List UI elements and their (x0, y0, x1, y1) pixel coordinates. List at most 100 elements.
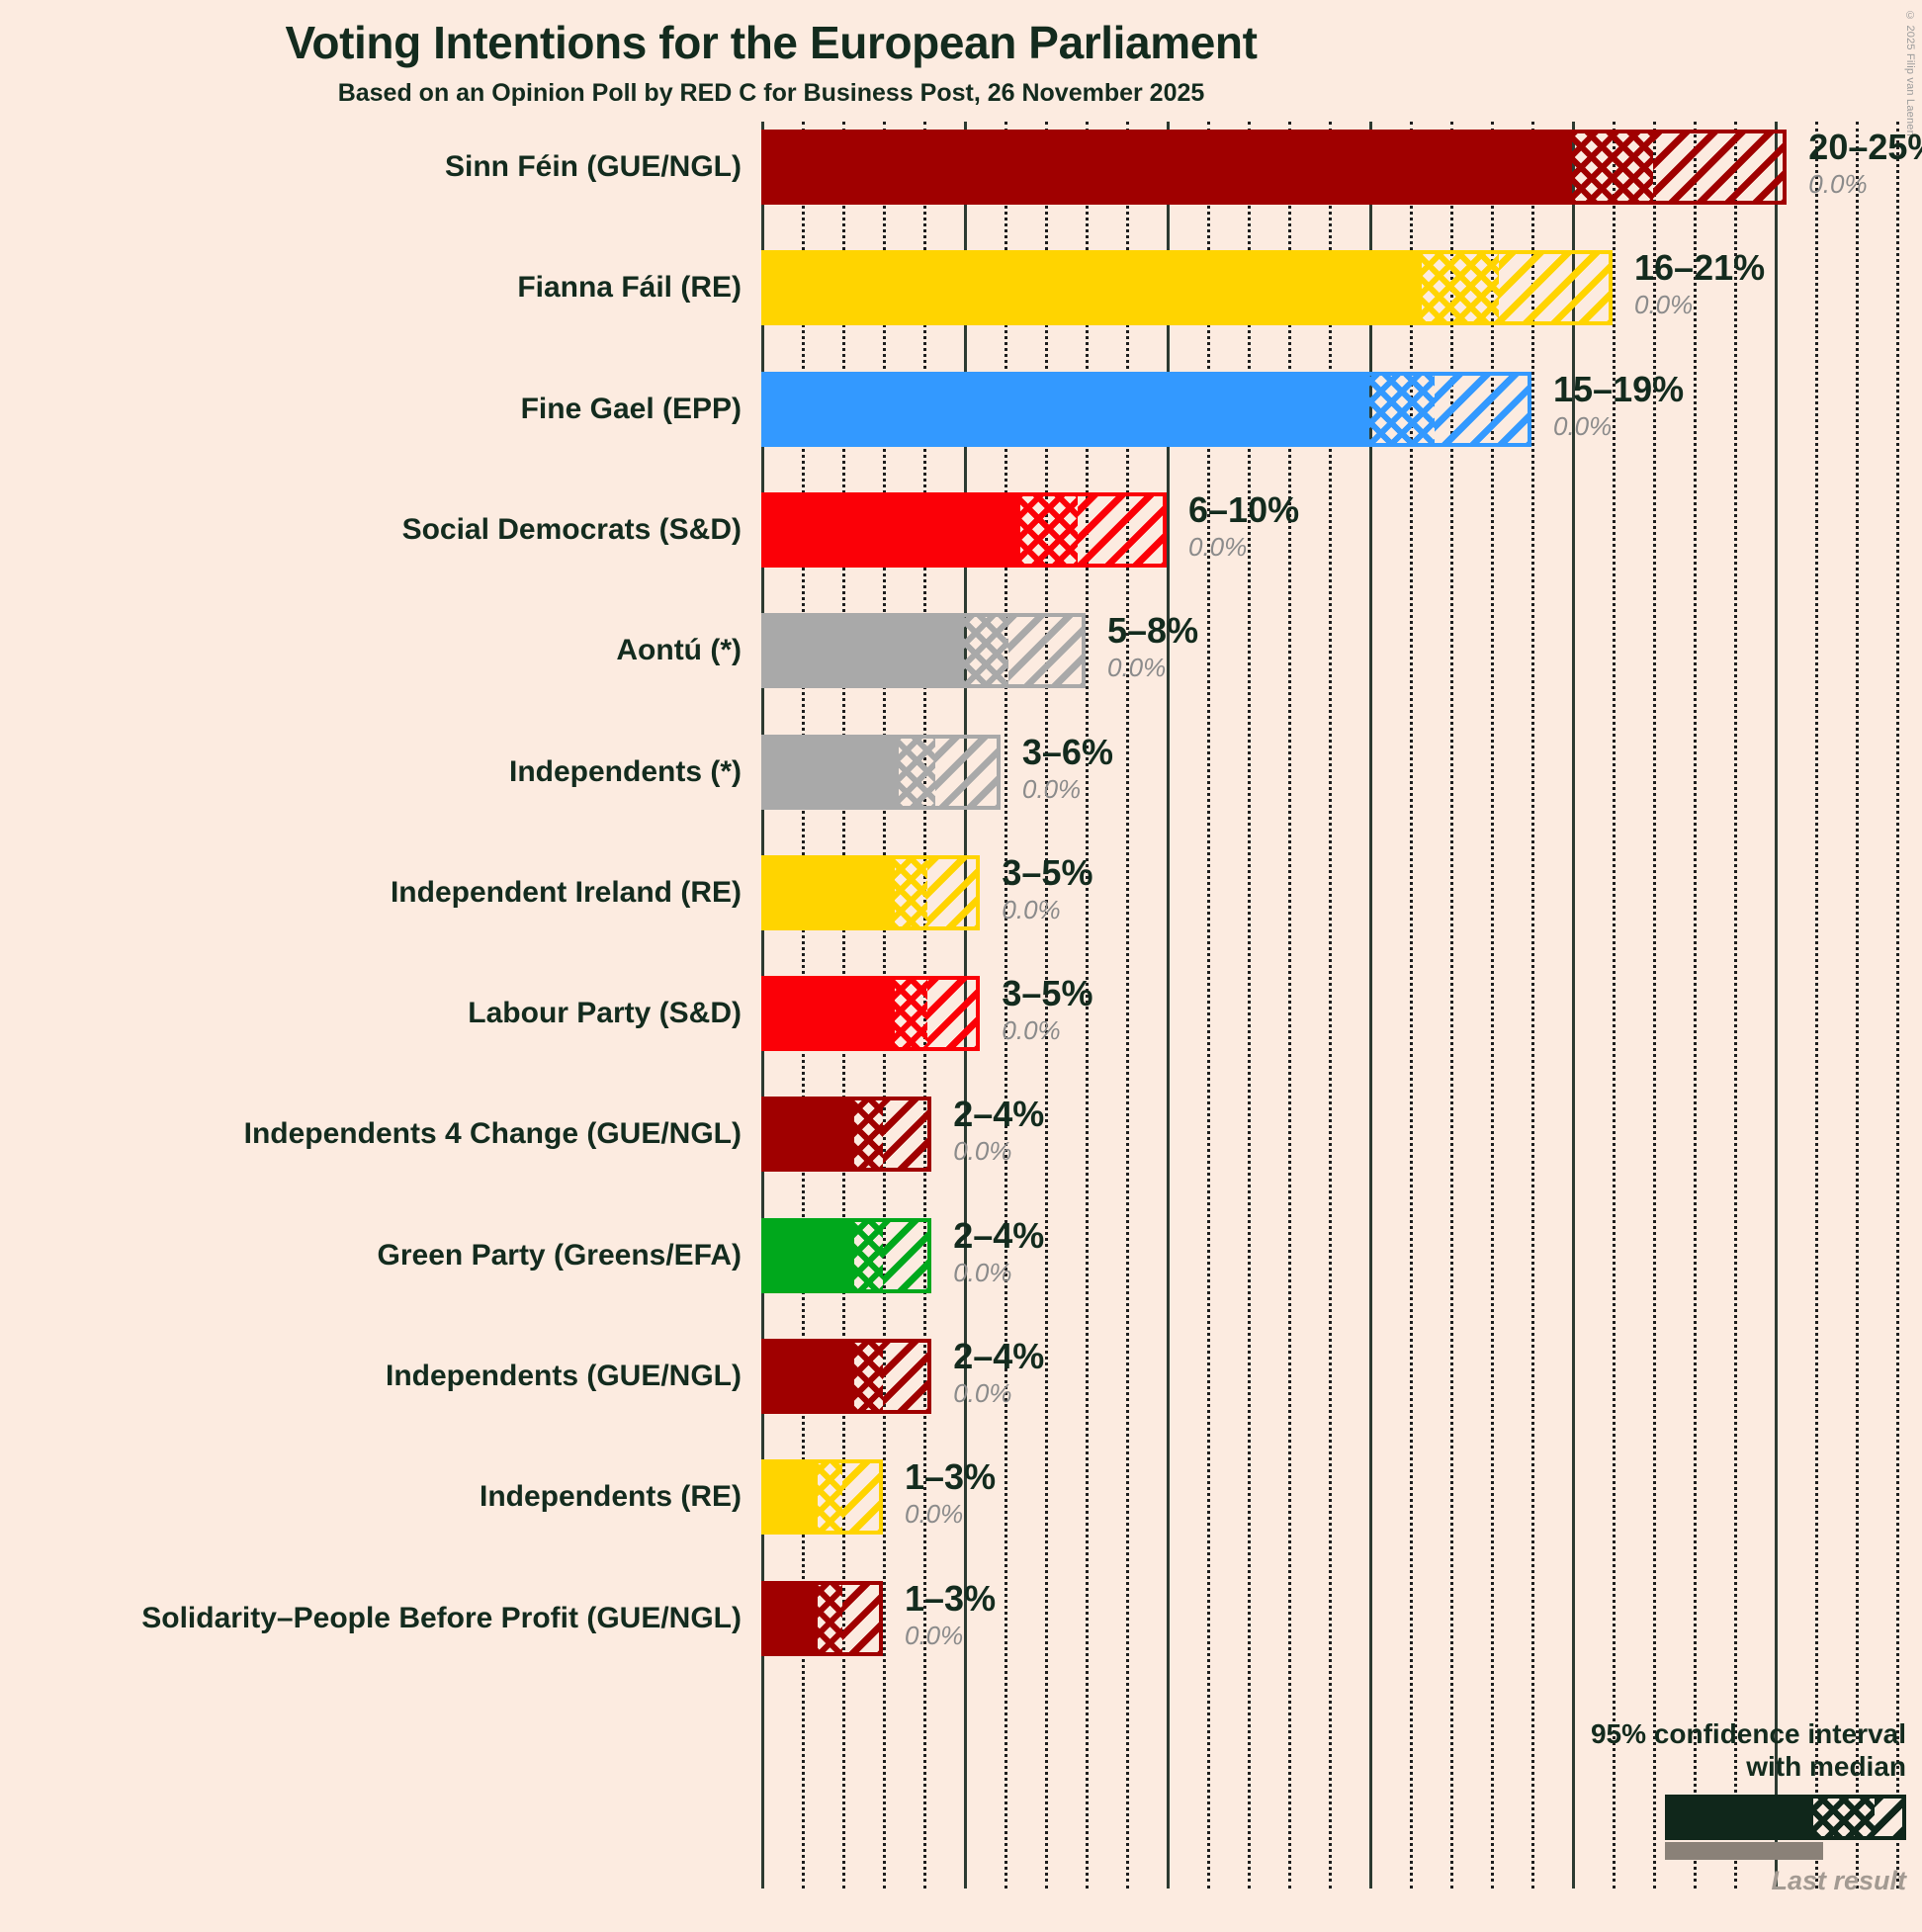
legend-interval-bar (1665, 1795, 1906, 1840)
value-labels: 6–10% 0.0% (1188, 488, 1300, 562)
bar-row: Social Democrats (S&D) 6–10% 0.0% (402, 488, 1922, 568)
gridline-minor-26 (1815, 122, 1818, 1888)
party-label: Independent Ireland (RE) (390, 875, 742, 909)
last-result-label: 0.0% (953, 1136, 1012, 1167)
bar-row: Labour Party (S&D) 3–5% 0.0% (468, 976, 1922, 1052)
bar-crosshatch-segment (1422, 250, 1500, 326)
last-result-label: 0.0% (1021, 773, 1082, 804)
value-range-label: 15–19% (1553, 368, 1685, 409)
bar-diagonal-segment (1499, 250, 1613, 326)
bar-row: Independents (GUE/NGL) 2–4% 0.0% (386, 1339, 1922, 1414)
last-result-label: 0.0% (905, 1620, 964, 1650)
value-labels: 1–3% 0.0% (905, 1456, 997, 1530)
legend-line-2: with median (1746, 1750, 1906, 1782)
party-label: Fine Gael (EPP) (520, 392, 742, 425)
party-label: Green Party (Greens/EFA) (377, 1238, 742, 1272)
last-result-label: 0.0% (1553, 410, 1613, 441)
bar-diagonal-segment (883, 1339, 932, 1414)
bar-crosshatch-segment (1020, 491, 1078, 568)
value-range-label: 2–4% (953, 1094, 1045, 1135)
bar-diagonal-segment (927, 854, 981, 930)
gridline-minor-14 (1329, 122, 1332, 1888)
value-labels: 2–4% 0.0% (953, 1214, 1045, 1285)
gridline-minor-23 (1694, 122, 1697, 1888)
value-range-label: 2–4% (953, 1214, 1045, 1256)
gridline-minor-28 (1896, 122, 1899, 1888)
value-labels: 2–4% 0.0% (953, 1339, 1044, 1407)
gridline-minor-16 (1410, 122, 1413, 1888)
last-result-label: 0.0% (905, 1499, 964, 1530)
gridline-minor-12 (1248, 122, 1251, 1888)
legend-diagonal-segment (1875, 1799, 1902, 1836)
bar-solid-segment (761, 1217, 855, 1293)
gridline-major-15 (1369, 122, 1372, 1888)
bar-crosshatch-segment (964, 613, 1009, 689)
bar-crosshatch-segment (818, 1580, 842, 1656)
gridline-minor-18 (1491, 122, 1494, 1888)
value-range-label: 6–10% (1188, 488, 1300, 530)
gridline-minor-24 (1734, 122, 1737, 1888)
value-labels: 2–4% 0.0% (953, 1094, 1045, 1167)
gridline-major-25 (1775, 122, 1778, 1888)
bar-crosshatch-segment (1572, 130, 1653, 205)
bar-crosshatch-segment (1369, 371, 1435, 447)
bar-solid-segment (761, 976, 896, 1052)
bar-row: Fine Gael (EPP) 15–19% 0.0% (521, 368, 1922, 447)
bar-row: Solidarity–People Before Profit (GUE/NGL… (141, 1580, 1922, 1656)
value-labels: 20–25%0.0% (1808, 130, 1922, 198)
bar-row: Sinn Féin (GUE/NGL) 20–25%0.0% (445, 130, 1922, 205)
bar-row: Independent Ireland (RE) 3–5% 0.0% (391, 851, 1922, 930)
gridline-minor-7 (1045, 122, 1048, 1888)
party-label: Social Democrats (S&D) (401, 512, 742, 546)
bar-row: Fianna Fáil (RE) 16–21% 0.0% (517, 247, 1922, 326)
bar-diagonal-segment (935, 734, 1001, 810)
bar-diagonal-segment (1077, 491, 1167, 568)
gridline-minor-19 (1531, 122, 1534, 1888)
party-label: Independents 4 Change (GUE/NGL) (243, 1117, 742, 1151)
chart-title: Voting Intentions for the European Parli… (285, 17, 1258, 68)
party-label: Sinn Féin (GUE/NGL) (445, 150, 742, 183)
value-labels: 1–3% 0.0% (905, 1580, 996, 1650)
party-label: Fianna Fáil (RE) (517, 271, 742, 305)
value-labels: 16–21% 0.0% (1634, 247, 1766, 318)
value-range-label: 3–5% (1002, 851, 1093, 893)
bar-solid-segment (761, 854, 896, 930)
last-result-label: 0.0% (1107, 653, 1167, 683)
value-range-label: 5–8% (1107, 610, 1199, 652)
value-labels: 3–5% 0.0% (1002, 851, 1093, 922)
gridline-minor-6 (1005, 122, 1007, 1888)
bar-crosshatch-segment (854, 1097, 883, 1173)
gridline-minor-17 (1450, 122, 1453, 1888)
gridline-minor-8 (1086, 122, 1089, 1888)
bar-crosshatch-segment (895, 976, 928, 1052)
party-label: Labour Party (S&D) (468, 997, 742, 1030)
party-label: Independents (GUE/NGL) (386, 1360, 742, 1392)
copyright-notice: © 2025 Filip van Laenen (1904, 10, 1916, 136)
value-range-label: 3–6% (1021, 731, 1113, 772)
party-label: Solidarity–People Before Profit (GUE/NGL… (141, 1601, 742, 1634)
bar-row: Green Party (Greens/EFA) 2–4% 0.0% (378, 1214, 1922, 1293)
chart-subtitle: Based on an Opinion Poll by RED C for Bu… (337, 79, 1205, 107)
last-result-label: 0.0% (1002, 1015, 1061, 1046)
bar-crosshatch-segment (854, 1217, 883, 1293)
bar-solid-segment (761, 491, 1021, 568)
bar-row: Independents (*) 3–6% 0.0% (509, 731, 1922, 810)
bar-diagonal-segment (1434, 371, 1531, 447)
bar-diagonal-segment (1653, 130, 1788, 205)
chart-legend: 95% confidence interval with median Last… (1491, 1717, 1906, 1896)
last-result-label: 0.0% (1188, 531, 1248, 562)
value-range-label: 16–21% (1634, 247, 1766, 289)
bar-crosshatch-segment (854, 1339, 883, 1414)
gridline-minor-11 (1207, 122, 1210, 1888)
value-range-label: 1–3% (905, 1456, 997, 1498)
bar-diagonal-segment (842, 1459, 883, 1536)
legend-crosshatch-segment (1813, 1799, 1875, 1836)
value-labels: 3–6% 0.0% (1021, 731, 1113, 804)
value-labels: 3–5% 0.0% (1002, 976, 1092, 1046)
plot-area: Sinn Féin (GUE/NGL) 20–25%0.0% Fianna Fáil… (141, 122, 1922, 1888)
bar-crosshatch-segment (899, 734, 936, 810)
bar-diagonal-segment (842, 1580, 883, 1656)
gridline-minor-27 (1856, 122, 1859, 1888)
party-label: Independents (RE) (479, 1480, 742, 1514)
gridline-minor-9 (1126, 122, 1129, 1888)
